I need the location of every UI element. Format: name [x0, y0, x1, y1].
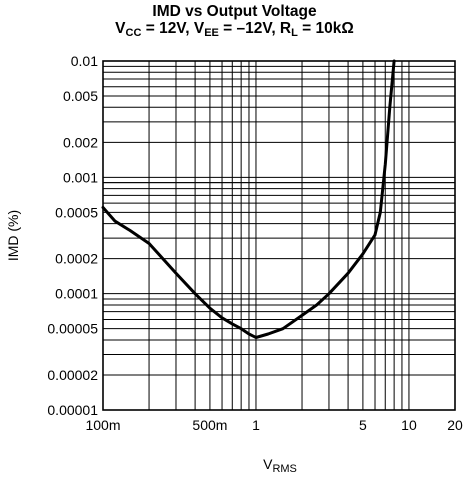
chart-title: IMD vs Output Voltage: [152, 3, 317, 20]
y-tick-label: 0.01: [71, 53, 98, 69]
y-axis-label: IMD (%): [5, 210, 21, 261]
subtitle-part: CC: [125, 27, 142, 39]
subtitle-part: = 12V, V: [141, 20, 205, 37]
x-tick-label: 10: [401, 417, 417, 433]
imd-curve-series-0: [101, 59, 396, 339]
x-tick-label: 5: [359, 417, 367, 433]
x-axis-label: VRMS: [263, 456, 297, 475]
y-tick-label: 0.00005: [47, 321, 98, 337]
subtitle-part: EE: [204, 27, 219, 39]
y-tick-label: 0.005: [63, 88, 98, 104]
subtitle-part: = –12V, R: [218, 20, 292, 37]
x-tick-label: 1: [252, 417, 260, 433]
y-tick-label: 0.0005: [55, 204, 98, 220]
x-tick-label: 20: [447, 417, 463, 433]
x-axis-label-sub: RMS: [272, 463, 296, 475]
plot-frame: [102, 60, 456, 411]
x-tick-label: 500m: [192, 417, 227, 433]
y-tick-label: 0.0001: [55, 286, 98, 302]
y-tick-label: 0.00002: [47, 367, 98, 383]
y-tick-label: 0.00001: [47, 402, 98, 418]
chart-subtitle: VCC = 12V, VEE = –12V, RL = 10kΩ: [0, 20, 469, 39]
subtitle-part: V: [115, 20, 126, 37]
subtitle-part: = 10kΩ: [297, 20, 354, 37]
x-tick-label: 100m: [85, 417, 120, 433]
x-axis-label-main: V: [263, 456, 273, 472]
y-tick-label: 0.002: [63, 134, 98, 150]
y-tick-label: 0.001: [63, 169, 98, 185]
y-tick-label: 0.0002: [55, 251, 98, 267]
subtitle-part: L: [291, 27, 298, 39]
